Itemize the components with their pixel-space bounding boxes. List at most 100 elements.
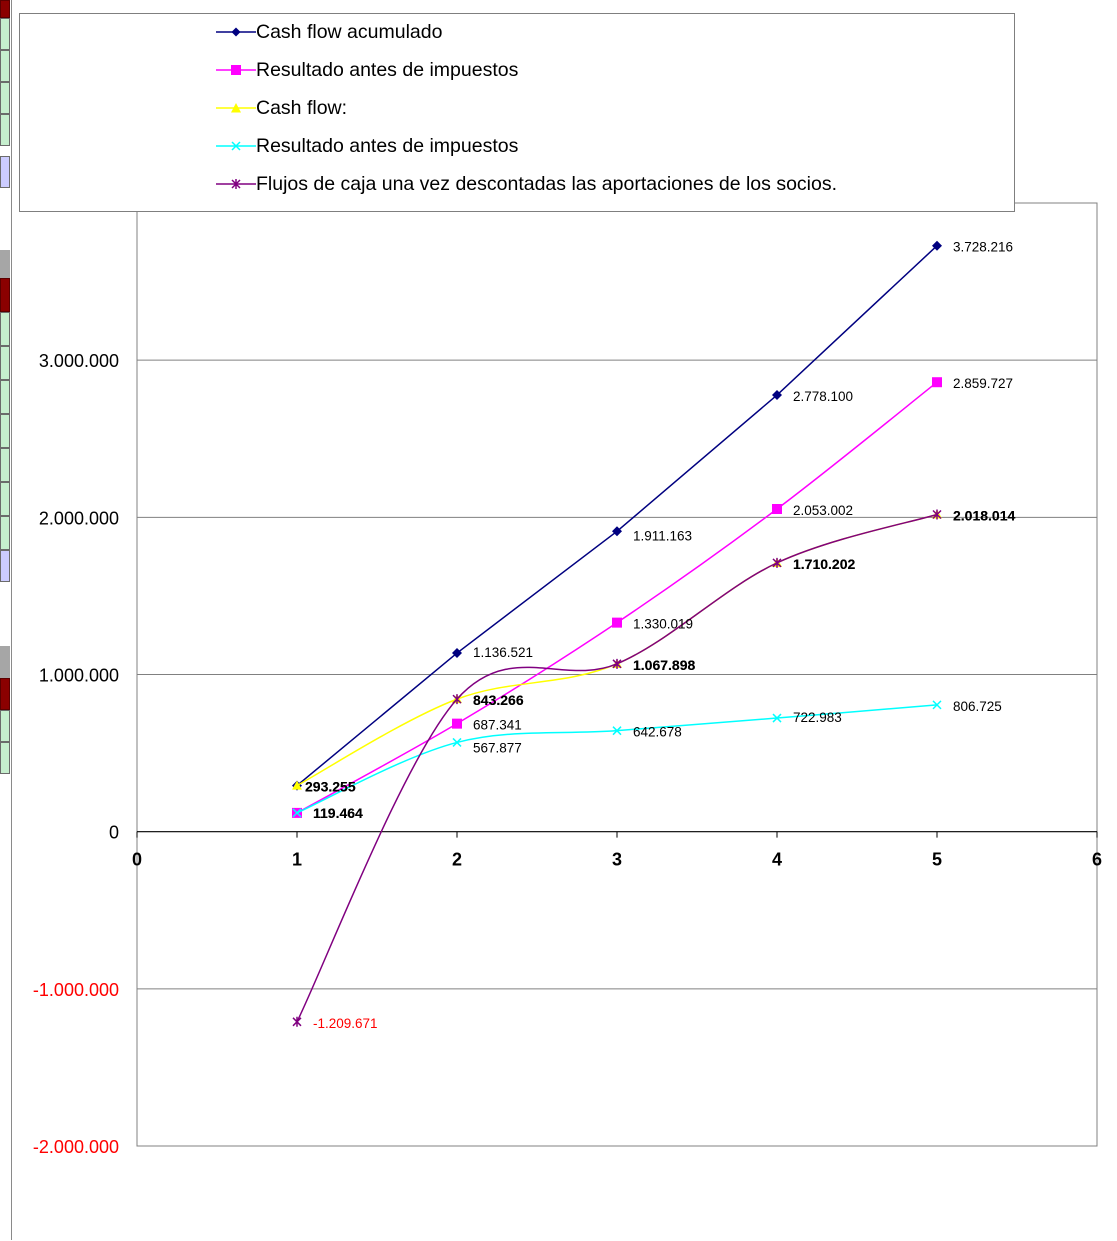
legend-label: Cash flow acumulado [256, 20, 443, 43]
data-label: 2.859.727 [953, 376, 1013, 391]
series-4 [292, 700, 942, 818]
data-point-marker [612, 617, 622, 628]
sheet-cell [0, 710, 10, 742]
sheet-cell [0, 646, 10, 678]
legend-swatch-square [216, 65, 256, 75]
sheet-cell [0, 50, 10, 82]
x-tick-label: 1 [292, 850, 302, 870]
legend-swatch-triangle [216, 103, 256, 113]
data-point-marker [292, 1016, 302, 1027]
data-point-marker [772, 557, 782, 568]
data-label: 1.067.898 [633, 657, 695, 673]
data-label: 293.255 [305, 779, 356, 795]
data-point-marker [292, 780, 302, 790]
series-line [296, 513, 938, 1023]
sheet-cell [0, 250, 10, 278]
data-label: 1.911.163 [633, 528, 692, 543]
legend-entry-cash-flow: Cash flow: [216, 95, 347, 121]
data-point-marker [932, 509, 942, 520]
axes [136, 831, 1098, 838]
x-tick-label: 4 [772, 850, 782, 870]
legend-label: Flujos de caja una vez descontadas las a… [256, 172, 838, 195]
sheet-cell [0, 414, 10, 448]
data-label: 119.464 [313, 805, 363, 821]
y-tick-label: 1.000.000 [39, 666, 119, 686]
data-label: 567.877 [473, 740, 522, 755]
data-label: 2.053.002 [793, 503, 853, 518]
x-tick-label: 0 [132, 850, 142, 870]
y-axis-tick-labels: -2.000.000 -1.000.000 0 1.000.000 2.000.000 3… [33, 194, 119, 1157]
data-point-marker [612, 726, 622, 736]
data-label: 3.728.216 [953, 240, 1013, 255]
data-label: 293.255 [305, 779, 356, 795]
y-tick-label: 3.000.000 [39, 351, 119, 371]
legend-entry-flujos-de-caja: Flujos de caja una vez descontadas las a… [216, 171, 837, 197]
data-label: 1.067.898 [633, 657, 695, 673]
legend: Cash flow acumulado Resultado antes de i… [19, 13, 1015, 212]
sheet-cell [0, 380, 10, 414]
data-label: 1.330.019 [633, 617, 693, 632]
data-label: 642.678 [633, 725, 682, 740]
sheet-cell [0, 516, 10, 550]
sheet-cell [0, 742, 10, 774]
data-point-marker [612, 658, 622, 669]
data-point-marker [452, 648, 462, 659]
sheet-cell [0, 0, 10, 18]
y-tick-label: -2.000.000 [33, 1137, 119, 1157]
data-point-marker [772, 713, 782, 723]
data-label: 687.341 [473, 718, 522, 733]
legend-swatch-star [216, 179, 256, 189]
data-point-marker [452, 737, 462, 747]
sheet-cell [0, 482, 10, 516]
sheet-cell [0, 550, 10, 582]
sheet-cell [0, 278, 10, 312]
data-point-marker [452, 694, 462, 705]
legend-label: Resultado antes de impuestos [256, 58, 519, 81]
legend-entry-cash-flow-acumulado: Cash flow acumulado [216, 19, 442, 45]
data-label: 722.983 [793, 710, 842, 725]
sheet-cell [0, 156, 10, 188]
legend-label: Resultado antes de impuestos [256, 134, 519, 157]
legend-swatch-diamond [216, 27, 256, 37]
x-tick-label: 5 [932, 850, 942, 870]
sheet-cell [0, 346, 10, 380]
y-tick-label: 2.000.000 [39, 508, 119, 528]
data-label: 2.018.014 [953, 508, 1015, 524]
legend-entry-resultado-antes-de-impuestos-2: Resultado antes de impuestos [216, 133, 518, 159]
data-label: 119.464 [313, 805, 363, 821]
data-labels: 293.255 1.136.521 1.911.163 2.778.100 3.728.… [305, 240, 1015, 1031]
sheet-cell [0, 114, 10, 146]
data-label: 2.018.014 [953, 508, 1015, 524]
x-tick-label: 6 [1092, 850, 1102, 870]
data-label: 843.266 [473, 692, 524, 708]
sheet-cell [0, 18, 10, 50]
series-5 [292, 509, 942, 1027]
data-label: 1.710.202 [793, 556, 855, 572]
data-point-marker [932, 240, 942, 251]
data-label: 806.725 [953, 699, 1002, 714]
data-point-marker [292, 808, 302, 818]
y-tick-label: 0 [109, 823, 119, 843]
data-label: 2.778.100 [793, 389, 853, 404]
sheet-cell [0, 82, 10, 114]
x-axis-tick-labels: 0 1 2 3 4 5 6 [132, 850, 1102, 870]
sheet-cell [0, 312, 10, 346]
data-point-marker [772, 504, 782, 515]
data-point-marker [932, 700, 942, 710]
data-label: 1.710.202 [793, 556, 855, 572]
data-point-marker [772, 390, 782, 401]
data-label: 843.266 [473, 692, 524, 708]
y-tick-label: -1.000.000 [33, 980, 119, 1000]
data-point-marker [932, 377, 942, 388]
data-point-marker [612, 526, 622, 537]
sheet-cell [0, 678, 10, 710]
x-tick-label: 2 [452, 850, 462, 870]
spreadsheet-edge-strip [0, 0, 12, 1241]
legend-entry-resultado-antes-de-impuestos: Resultado antes de impuestos [216, 57, 518, 83]
series-group [292, 240, 942, 1027]
legend-label: Cash flow: [256, 96, 348, 119]
data-label: -1.209.671 [313, 1016, 378, 1031]
data-label: 1.136.521 [473, 645, 533, 660]
